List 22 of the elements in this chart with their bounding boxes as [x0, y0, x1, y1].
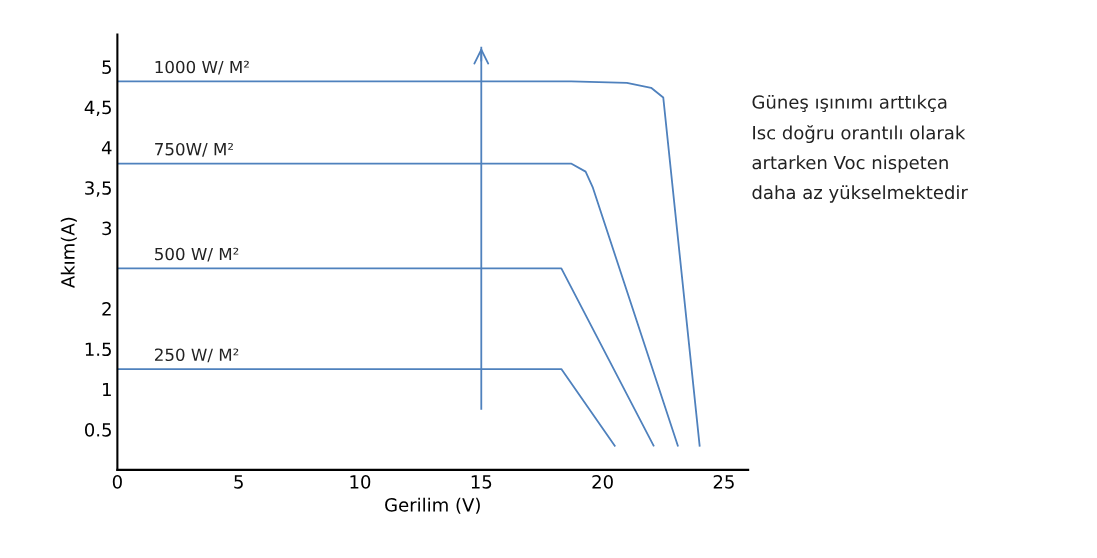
x-tick-label: 10	[350, 475, 371, 489]
y-tick-label: 1.5	[85, 342, 111, 357]
x-tick-label: 25	[713, 475, 734, 489]
text: Güneş ışınımı arttıkça Isc doğru orantılı olarak artarken Voc nispeten daha az yükselmektedir	[752, 94, 968, 203]
y-tick-label: 4	[101, 141, 112, 155]
series-label: 750W/ M²	[155, 142, 233, 157]
y-tick-label: 0.5	[84, 423, 111, 437]
y-tick-label: 4,5	[84, 100, 111, 117]
x-tick-label: 0	[112, 475, 122, 489]
y-tick-label: 3	[102, 221, 112, 236]
series-label: 250 W/ M²	[154, 348, 239, 363]
series-label: 500 W/ M²	[155, 247, 239, 262]
x-tick-label: 15	[471, 475, 492, 489]
y-tick-label: 3,5	[85, 181, 111, 197]
y-tick-label: 1	[103, 382, 111, 397]
y-tick-label: 5	[102, 60, 111, 74]
x-axis-title: Gerilim (V)	[385, 497, 480, 514]
y-tick-label: 2	[102, 302, 111, 316]
x-tick-label: 20	[592, 475, 613, 489]
series-label: 1000 W/ M²	[155, 60, 249, 75]
x-tick-label: 5	[234, 475, 243, 489]
y-axis-title: Akım(A)	[60, 217, 77, 288]
